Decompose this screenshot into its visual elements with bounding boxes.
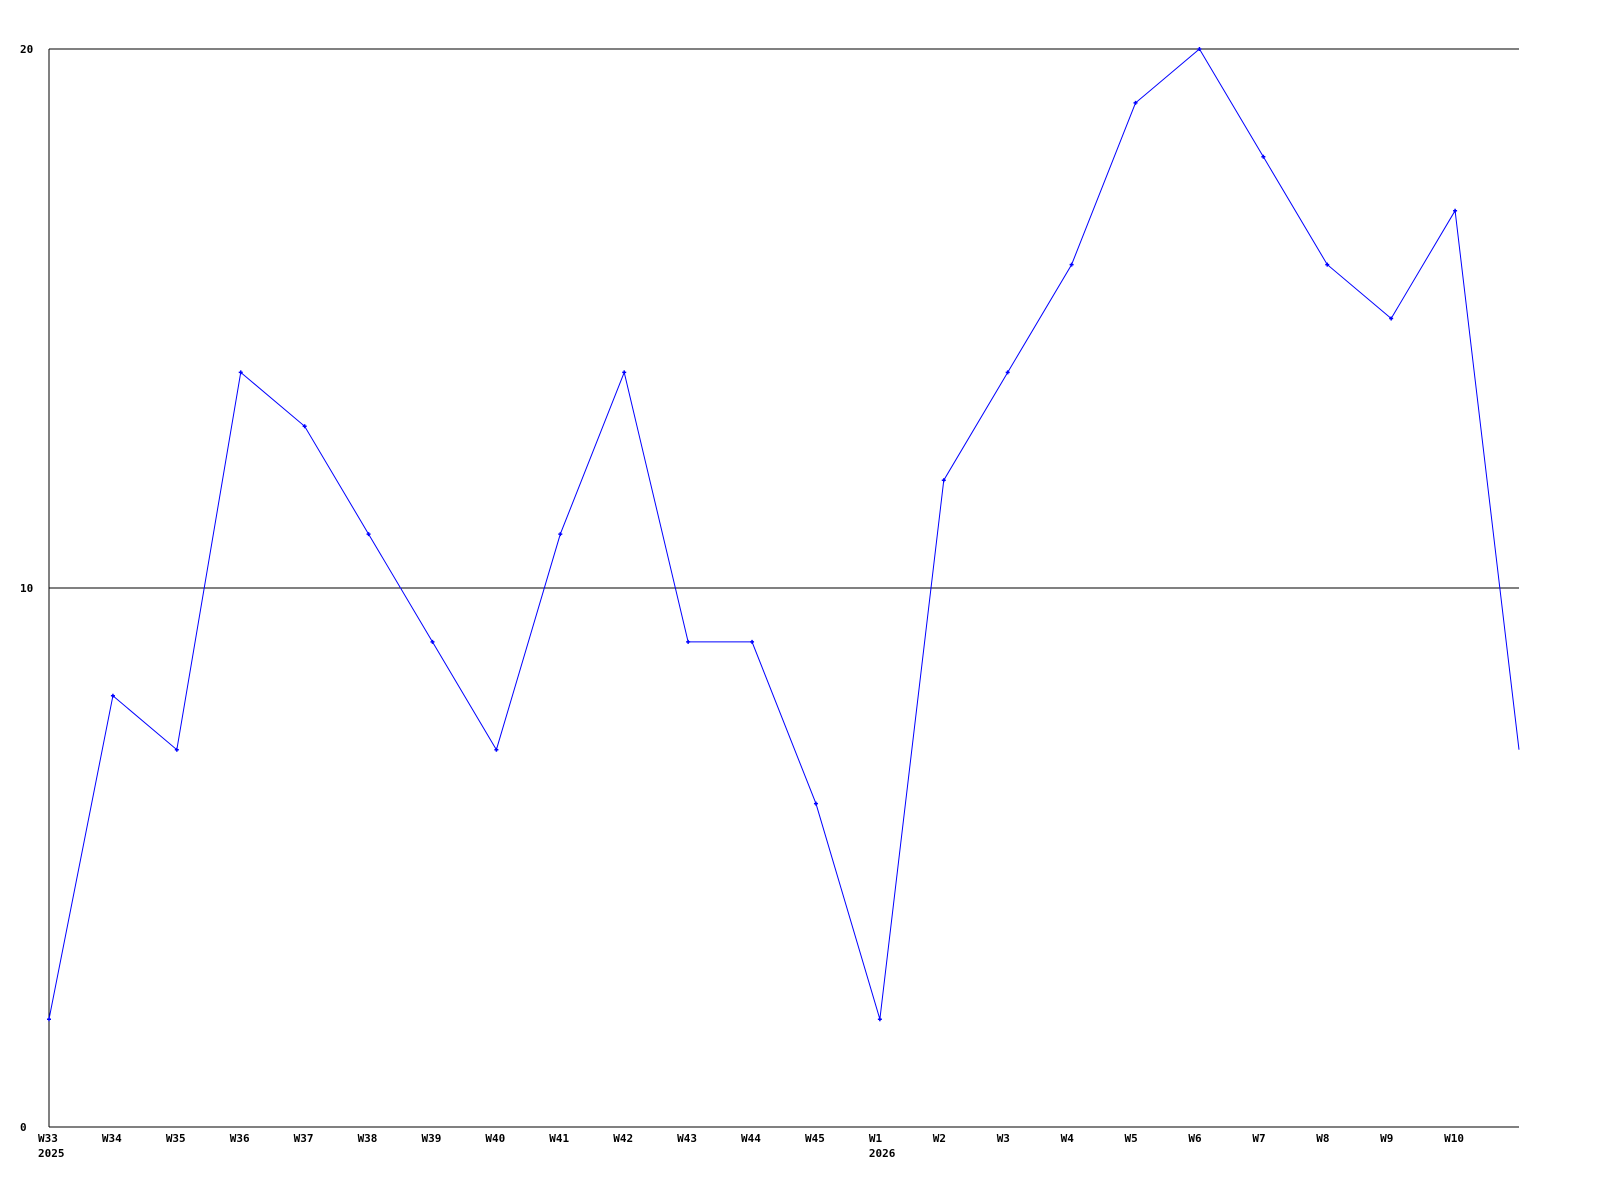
data-point [1453, 208, 1458, 213]
x-tick-label: W38 [358, 1132, 378, 1145]
data-point [174, 747, 179, 752]
y-tick-label: 10 [20, 582, 33, 595]
data-point [238, 370, 243, 375]
data-point [110, 693, 115, 698]
x-tick-label: W10 [1444, 1132, 1464, 1145]
x-year-label: 2026 [869, 1147, 896, 1160]
data-point [1133, 100, 1138, 105]
data-point [1197, 47, 1202, 51]
x-tick-label: W4 [1061, 1132, 1075, 1145]
data-point [686, 639, 691, 644]
data-point [1069, 262, 1074, 267]
x-tick-label: W8 [1316, 1132, 1329, 1145]
data-point [813, 801, 818, 806]
data-point [47, 1017, 51, 1022]
data-point [622, 370, 627, 375]
x-tick-label: W33 [38, 1132, 58, 1145]
x-tick-label: W43 [677, 1132, 697, 1145]
x-year-label: 2025 [38, 1147, 65, 1160]
x-tick-label: W9 [1380, 1132, 1393, 1145]
x-tick-label: W40 [485, 1132, 505, 1145]
data-point [558, 532, 563, 537]
data-point [877, 1017, 882, 1022]
x-tick-label: W36 [230, 1132, 250, 1145]
data-point [366, 532, 371, 537]
data-point [750, 639, 755, 644]
data-point [941, 478, 946, 483]
x-tick-label: W1 [869, 1132, 883, 1145]
data-point [1261, 154, 1266, 159]
x-tick-label: W2 [933, 1132, 946, 1145]
x-tick-label: W35 [166, 1132, 186, 1145]
data-point [302, 424, 307, 429]
x-tick-label: W6 [1188, 1132, 1202, 1145]
data-point [430, 639, 435, 644]
x-tick-label: W39 [421, 1132, 441, 1145]
series-line [48, 48, 1520, 1020]
x-tick-label: W7 [1252, 1132, 1265, 1145]
x-tick-label: W5 [1125, 1132, 1138, 1145]
x-tick-label: W42 [613, 1132, 633, 1145]
x-tick-label: W3 [997, 1132, 1010, 1145]
x-tick-label: W37 [294, 1132, 314, 1145]
x-tick-label: W45 [805, 1132, 825, 1145]
data-point [494, 747, 499, 752]
y-tick-label: 0 [20, 1121, 27, 1134]
data-point [1389, 316, 1394, 321]
x-tick-label: W41 [549, 1132, 569, 1145]
data-point [1005, 370, 1010, 375]
y-tick-label: 20 [20, 43, 33, 56]
x-tick-label: W34 [102, 1132, 122, 1145]
x-tick-label: W44 [741, 1132, 761, 1145]
data-point [1325, 262, 1330, 267]
